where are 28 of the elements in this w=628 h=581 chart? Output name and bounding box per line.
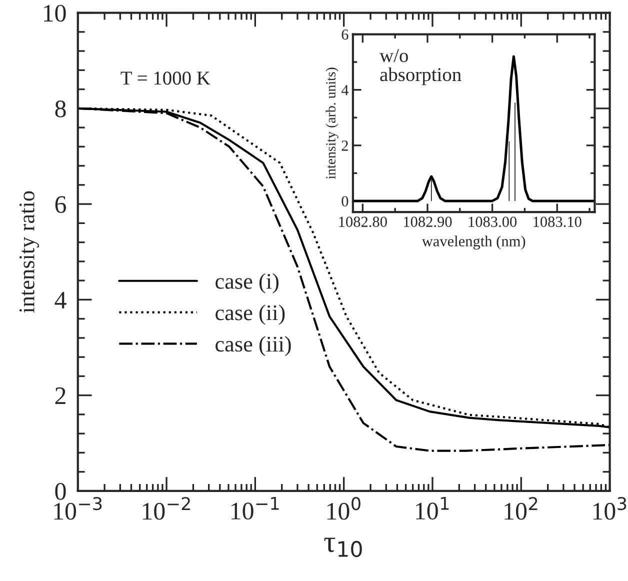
- annotation: w/o absorption: [380, 49, 462, 86]
- x-axis-title: wavelength (nm): [422, 236, 526, 250]
- y-tick-label: 6: [55, 196, 66, 213]
- y-tick-label: 0: [342, 196, 348, 206]
- y-tick-label: 8: [55, 100, 66, 118]
- x-tick-label: 10$^{−2}$: [142, 496, 190, 520]
- x-tick-label: 10$^{3}$: [593, 496, 626, 520]
- legend-label: case (iii): [216, 336, 291, 356]
- x-tick-label: 1083.00: [468, 216, 517, 228]
- y-tick-label: 4: [341, 85, 349, 96]
- legend-label: case (i): [216, 273, 278, 294]
- x-tick-label: 1083.10: [534, 216, 582, 228]
- annotation: T = 1000 K: [120, 72, 210, 85]
- x-tick-label: 1082.80: [339, 216, 387, 228]
- x-tick-label: 10$^{1}$: [416, 496, 449, 520]
- x-tick-label: 10$^{0}$: [327, 496, 360, 520]
- y-axis-title: intensity ratio: [19, 191, 39, 313]
- x-tick-label: 1082.90: [404, 216, 452, 228]
- y-tick-label: 4: [54, 292, 66, 308]
- y-tick-label: 6: [342, 29, 348, 40]
- x-tick-label: 10$^{2}$: [504, 496, 538, 520]
- y-tick-label: 2: [55, 387, 66, 404]
- legend-label: case (ii): [216, 304, 285, 325]
- x-tick-label: 10$^{−1}$: [232, 496, 279, 520]
- y-axis-title: intensity (arb. units): [326, 68, 338, 180]
- y-tick-label: 2: [342, 140, 348, 151]
- x-axis-title: τ$_{10}$: [324, 538, 362, 558]
- y-tick-label: 10: [44, 4, 66, 22]
